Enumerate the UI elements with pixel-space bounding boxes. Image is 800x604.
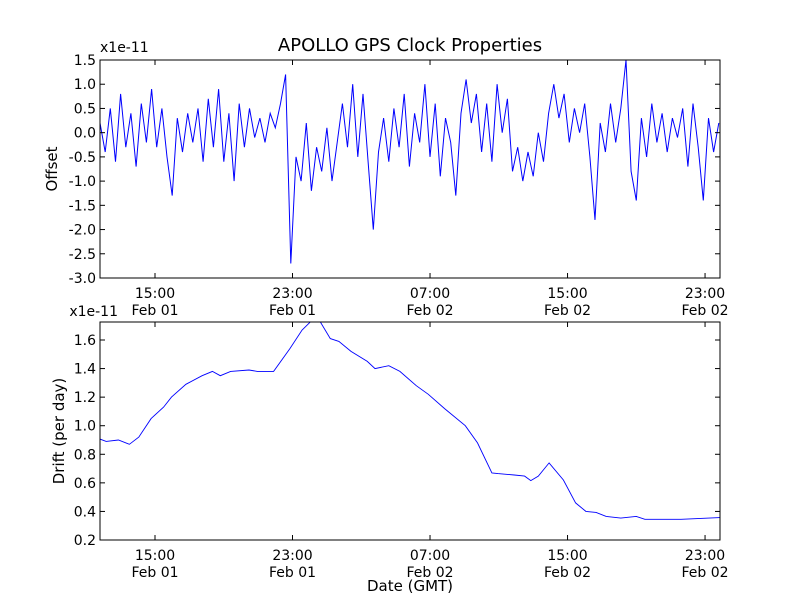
y-tick-label: 0.2 (74, 533, 96, 549)
x-tick-label-time: 23:00 (685, 548, 725, 564)
x-tick-label-date: Feb 01 (269, 303, 316, 319)
x-tick-label-date: Feb 02 (544, 565, 591, 581)
y-axis-label: Offset (43, 146, 61, 191)
y-tick-label: -2.0 (69, 223, 96, 239)
y-scale-label: x1e-11 (69, 304, 118, 320)
y-tick-label: 0.4 (74, 504, 96, 520)
x-tick-label-time: 15:00 (547, 286, 587, 302)
chart-title: APOLLO GPS Clock Properties (278, 35, 542, 56)
y-tick-label: -1.5 (69, 198, 96, 214)
x-tick-label-time: 23:00 (272, 548, 312, 564)
x-tick-label-time: 15:00 (135, 286, 175, 302)
y-tick-label: 0.8 (74, 447, 96, 463)
x-tick-label-date: Feb 02 (544, 303, 591, 319)
x-tick-label-date: Feb 02 (682, 565, 729, 581)
x-tick-label-time: 07:00 (410, 286, 450, 302)
x-tick-label-date: Feb 02 (406, 565, 453, 581)
y-tick-label: -0.5 (69, 150, 96, 166)
y-tick-label: 0.5 (74, 101, 96, 117)
y-tick-label: 1.2 (74, 390, 96, 406)
x-tick-label-time: 15:00 (547, 548, 587, 564)
x-tick-label-date: Feb 01 (131, 303, 178, 319)
y-tick-label: -2.5 (69, 247, 96, 263)
x-tick-label-date: Feb 02 (406, 303, 453, 319)
y-tick-label: -3.0 (69, 271, 96, 287)
y-tick-label: 1.5 (74, 53, 96, 69)
offset-axes: 1.5 1.0 0.5 0.0 -0.5 -1.0 -1.5 -2.0 -2.5 -3.0 15:0… (43, 40, 729, 319)
y-tick-label: 1.4 (74, 362, 96, 378)
y-axis-label: Drift (per day) (50, 378, 68, 485)
y-tick-label: 1.0 (74, 419, 96, 435)
y-tick-label: 0.6 (74, 476, 96, 492)
x-tick-label-time: 23:00 (685, 286, 725, 302)
x-tick-label-time: 23:00 (272, 286, 312, 302)
y-tick-label: -1.0 (69, 174, 96, 190)
y-tick-label: 0.0 (74, 126, 96, 142)
x-axis-label: Date (GMT) (367, 577, 453, 595)
x-tick-label-date: Feb 01 (131, 565, 178, 581)
y-tick-label: 1.6 (74, 333, 96, 349)
x-tick-label-time: 15:00 (135, 548, 175, 564)
offset-series-line (100, 60, 720, 264)
axes-frame (99, 59, 721, 279)
x-tick-label-date: Feb 01 (269, 565, 316, 581)
y-tick-label: 1.0 (74, 77, 96, 93)
x-tick-label-time: 07:00 (410, 548, 450, 564)
y-scale-label: x1e-11 (100, 40, 149, 56)
axes-frame (99, 321, 721, 541)
drift-series-line (100, 322, 720, 520)
x-tick-label-date: Feb 02 (682, 303, 729, 319)
